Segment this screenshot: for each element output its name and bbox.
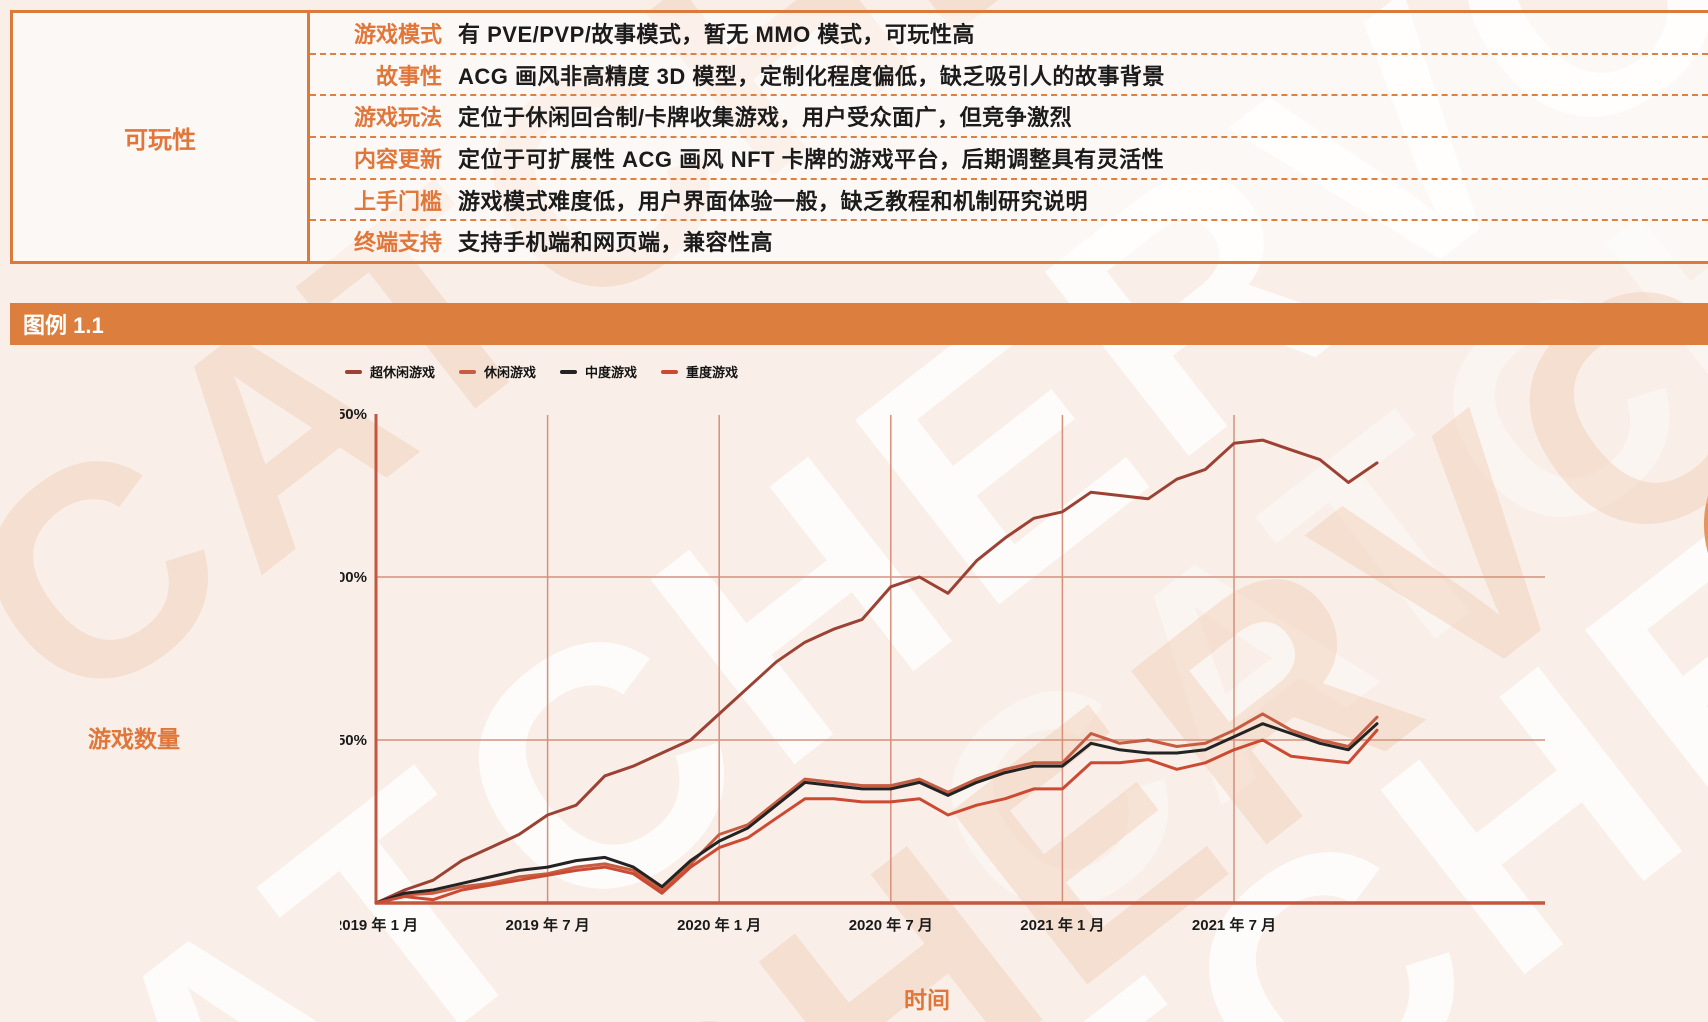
series-line-重度游戏 xyxy=(374,728,1379,905)
row-description: 定位于可扩展性 ACG 画风 NFT 卡牌的游戏平台，后期调整具有灵活性 xyxy=(458,146,1165,172)
table-rows: 游戏模式有 PVE/PVP/故事模式，暂无 MMO 模式，可玩性高 故事性 ACG … xyxy=(310,13,1708,261)
table-row: 游戏玩法 定位于休闲回合制/卡牌收集游戏，用户受众面广，但竞争激烈 xyxy=(310,96,1708,139)
table-row: 上手门槛 游戏模式难度低，用户界面体验一般，缺乏教程和机制研究说明 xyxy=(310,180,1708,222)
y-axis-title: 游戏数量 xyxy=(88,726,180,752)
table-row: 终端支持 支持手机端和网页端，兼容性高 xyxy=(310,221,1708,261)
attribute-table: 可玩性 游戏模式有 PVE/PVP/故事模式，暂无 MMO 模式，可玩性高 故事性… xyxy=(10,10,1708,264)
series-line-休闲游戏 xyxy=(374,712,1379,905)
chart-legend: 超休闲游戏 休闲游戏 中度游戏 重度游戏 xyxy=(345,362,738,381)
legend-label: 休闲游戏 xyxy=(484,365,537,380)
x-tick-label: 2021 年 1 月 xyxy=(1020,916,1104,934)
row-description: 支持手机端和网页端，兼容性高 xyxy=(458,230,774,256)
x-tick-label: 2019 年 7 月 xyxy=(505,916,589,934)
table-row: 内容更新 定位于可扩展性 ACG 画风 NFT 卡牌的游戏平台，后期调整具有灵活性 xyxy=(310,138,1708,180)
row-label: 终端支持 xyxy=(353,230,442,256)
x-tick-label: 2020 年 7 月 xyxy=(849,916,933,934)
x-tick-label: 2021 年 7 月 xyxy=(1192,916,1276,934)
row-label: 故事性 xyxy=(375,63,442,89)
row-description: ACG 画风非高精度 3D 模型，定制化程度偏低，缺乏吸引人的故事背景 xyxy=(458,63,1165,89)
row-label: 游戏模式 xyxy=(353,21,442,47)
legend-dash-icon xyxy=(560,369,578,374)
legend-item: 超休闲游戏 xyxy=(345,362,435,381)
y-tick-label: 150% xyxy=(340,406,367,423)
table-category-cell: 可玩性 xyxy=(13,13,310,261)
legend-label: 中度游戏 xyxy=(585,365,638,380)
x-tick-label: 2019 年 1 月 xyxy=(340,916,418,934)
legend-item: 休闲游戏 xyxy=(459,362,536,381)
row-description: 有 PVE/PVP/故事模式，暂无 MMO 模式，可玩性高 xyxy=(458,21,975,47)
y-tick-label: 100% xyxy=(340,569,367,586)
section-title: 图例 1.1 xyxy=(23,313,104,338)
legend-label: 超休闲游戏 xyxy=(370,365,436,380)
legend-label: 重度游戏 xyxy=(686,365,739,380)
legend-dash-icon xyxy=(459,369,477,374)
x-tick-label: 2020 年 1 月 xyxy=(677,916,761,934)
legend-dash-icon xyxy=(345,369,362,374)
row-label: 内容更新 xyxy=(353,146,442,172)
section-header-bar: 图例 1.1 xyxy=(10,303,1708,345)
row-label: 游戏玩法 xyxy=(353,105,442,131)
y-tick-label: 50% xyxy=(340,732,367,749)
x-axis-title: 时间 xyxy=(904,987,950,1013)
legend-dash-icon xyxy=(661,369,679,374)
row-label: 上手门槛 xyxy=(353,188,442,214)
line-chart: 50% 100% 150% 2019 年 1 月 2019 年 7 月 2020 年 1 … xyxy=(340,406,1545,934)
legend-item: 中度游戏 xyxy=(560,362,637,381)
row-description: 定位于休闲回合制/卡牌收集游戏，用户受众面广，但竞争激烈 xyxy=(458,105,1073,131)
series-line-超休闲游戏 xyxy=(374,438,1379,905)
row-description: 游戏模式难度低，用户界面体验一般，缺乏教程和机制研究说明 xyxy=(458,188,1089,214)
legend-item: 重度游戏 xyxy=(661,362,738,381)
table-row: 故事性 ACG 画风非高精度 3D 模型，定制化程度偏低，缺乏吸引人的故事背景 xyxy=(310,55,1708,97)
series-line-中度游戏 xyxy=(374,722,1379,905)
table-row: 游戏模式有 PVE/PVP/故事模式，暂无 MMO 模式，可玩性高 xyxy=(310,13,1708,55)
